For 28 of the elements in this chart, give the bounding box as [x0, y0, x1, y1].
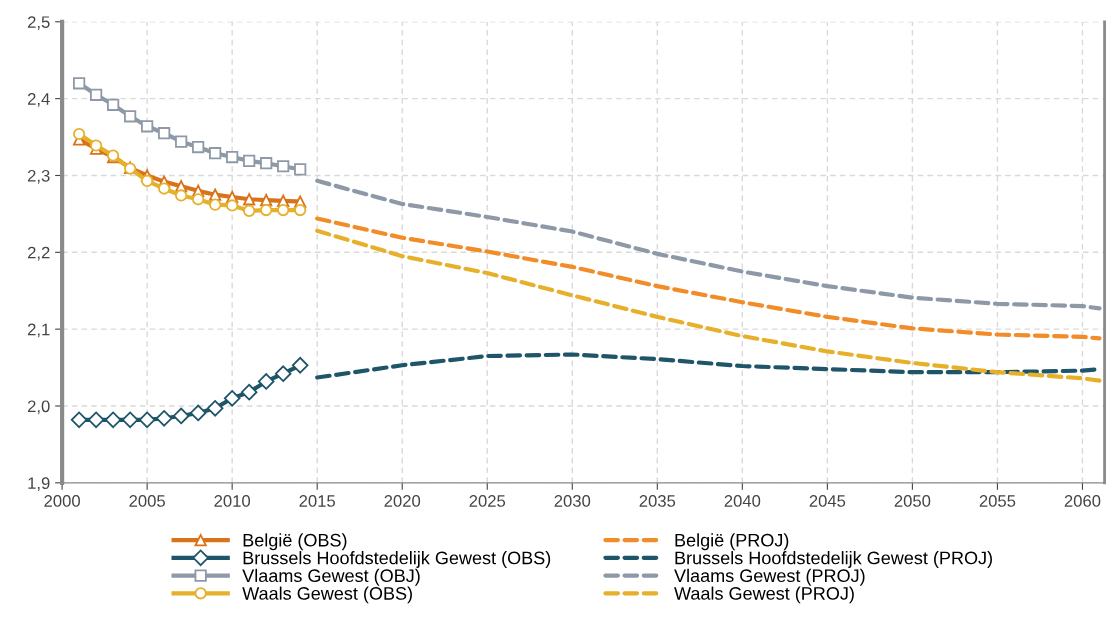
legend-label: Brussels Hoofdstedelijk Gewest (OBS) — [243, 551, 551, 568]
x-tick-label: 2000 — [44, 495, 80, 507]
legend-label: Brussels Hoofdstedelijk Gewest (PROJ) — [675, 551, 992, 568]
x-tick-label: 2025 — [469, 495, 506, 507]
legend-label: België (PROJ) — [675, 533, 789, 551]
y-tick-label: 2,3 — [27, 169, 50, 184]
legend-label: Waals Gewest (OBS) — [242, 586, 412, 604]
y-tick-label: 2,2 — [27, 246, 50, 261]
y-tick-label: 1,9 — [28, 477, 50, 491]
y-tick-label: 2,5 — [27, 16, 50, 30]
x-tick-label: 2055 — [979, 495, 1016, 507]
y-tick-label: 2,1 — [27, 323, 50, 338]
legend-label: Vlaams Gewest (OBJ) — [242, 568, 420, 586]
x-tick-label: 2060 — [1064, 495, 1101, 507]
x-tick-label: 2035 — [639, 495, 676, 507]
x-tick-label: 2030 — [554, 495, 591, 507]
y-tick-label: 2,4 — [27, 93, 50, 107]
legend-label: België (OBS) — [243, 533, 347, 551]
x-tick-label: 2005 — [129, 495, 165, 507]
x-tick-label: 2050 — [894, 495, 931, 507]
x-tick-label: 2040 — [724, 495, 761, 507]
x-tick-label: 2010 — [214, 495, 251, 507]
legend-label: Vlaams Gewest (PROJ) — [674, 568, 865, 586]
x-tick-label: 2045 — [809, 495, 846, 507]
x-tick-label: 2020 — [384, 495, 421, 507]
legend-label: Waals Gewest (PROJ) — [674, 586, 854, 604]
y-tick-label: 2,0 — [27, 400, 50, 415]
x-tick-label: 2015 — [299, 495, 336, 507]
